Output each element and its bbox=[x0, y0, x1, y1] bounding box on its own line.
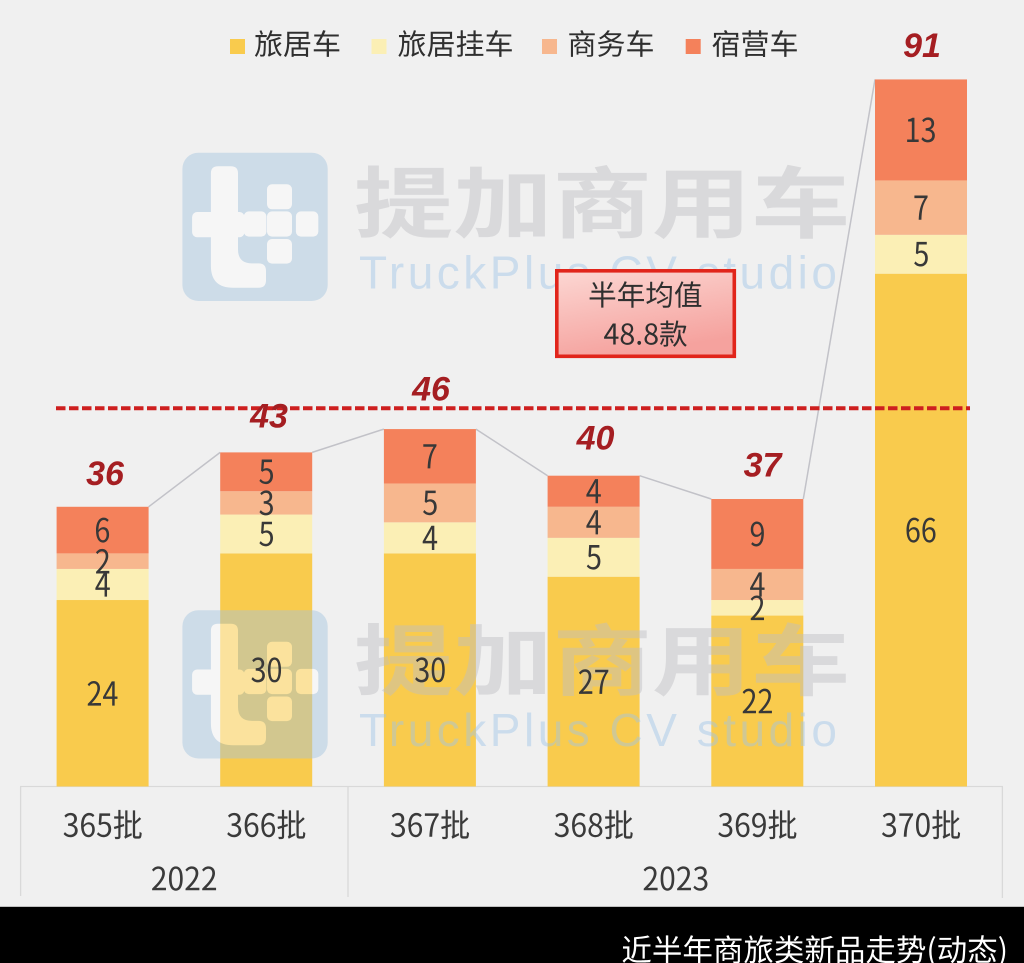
svg-text:TruckPlus CV studio: TruckPlus CV studio bbox=[359, 704, 837, 756]
svg-text:36: 36 bbox=[86, 455, 125, 493]
svg-text:37: 37 bbox=[744, 447, 784, 485]
svg-text:46: 46 bbox=[411, 371, 451, 409]
svg-text:91: 91 bbox=[903, 27, 941, 65]
svg-text:43: 43 bbox=[249, 398, 288, 436]
svg-text:40: 40 bbox=[576, 420, 615, 458]
